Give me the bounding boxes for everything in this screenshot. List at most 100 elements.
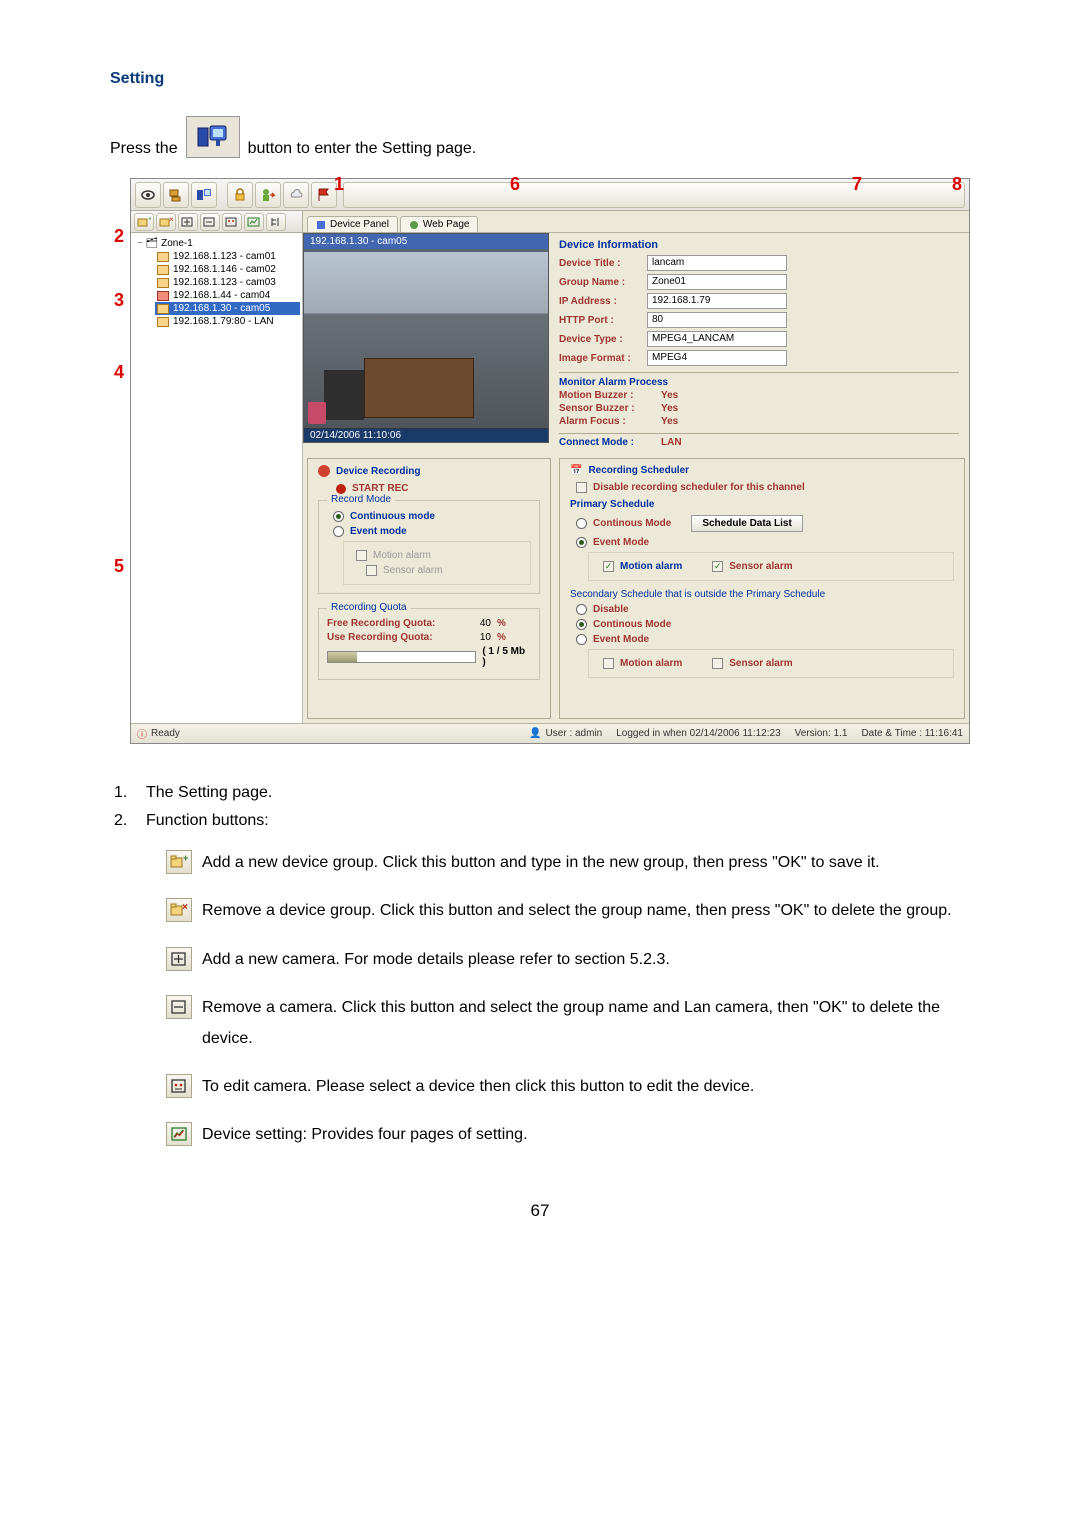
tree-item[interactable]: 192.168.1.123 - cam01 bbox=[155, 250, 300, 263]
record-dot-icon bbox=[336, 484, 346, 494]
connect-mode-label: Connect Mode : bbox=[559, 437, 661, 448]
tree-item-label: 192.168.1.79:80 - LAN bbox=[173, 316, 274, 327]
quota-bar-text: ( 1 / 5 Mb ) bbox=[482, 646, 531, 668]
device-information-panel: Device Information Device Title :lancam … bbox=[549, 233, 969, 454]
fn-text: Add a new camera. For mode details pleas… bbox=[202, 945, 970, 975]
continuous-mode-radio[interactable]: Continuous mode bbox=[333, 511, 531, 522]
device-panel-tab-icon bbox=[316, 220, 326, 230]
group-name-field[interactable]: Zone01 bbox=[647, 274, 787, 290]
status-ready: ⓘReady bbox=[137, 726, 180, 741]
setting-icon[interactable] bbox=[191, 182, 217, 208]
use-quota-label: Use Recording Quota: bbox=[327, 632, 455, 643]
tree-item[interactable]: 192.168.1.30 - cam05 bbox=[155, 302, 300, 315]
svg-text:+: + bbox=[183, 854, 188, 863]
tree-toggle-icon[interactable] bbox=[266, 213, 286, 231]
tree-item[interactable]: 192.168.1.44 - cam04 bbox=[155, 289, 300, 302]
camera-list-icon[interactable] bbox=[163, 182, 189, 208]
tree-root[interactable]: 🗂 Zone-1 192.168.1.123 - cam01 192.168.1… bbox=[133, 237, 300, 328]
edit-camera-icon[interactable] bbox=[222, 213, 242, 231]
camera-icon bbox=[157, 265, 169, 275]
motion-buzzer-label: Motion Buzzer : bbox=[559, 390, 661, 401]
fn-text: Add a new device group. Click this butto… bbox=[202, 848, 970, 878]
scheduler-icon: 📅 bbox=[570, 465, 582, 476]
type-label: Device Type : bbox=[559, 334, 647, 345]
secondary-sensor-check[interactable]: Sensor alarm bbox=[712, 658, 792, 669]
tab-device-panel-label: Device Panel bbox=[330, 219, 389, 230]
event-mode-radio[interactable]: Event mode bbox=[333, 526, 531, 537]
port-field[interactable]: 80 bbox=[647, 312, 787, 328]
primary-sensor-check[interactable]: Sensor alarm bbox=[712, 561, 792, 572]
tree-item-label: 192.168.1.44 - cam04 bbox=[173, 290, 270, 301]
tree-item-label: 192.168.1.123 - cam01 bbox=[173, 251, 276, 262]
secondary-row: + × Device Panel Web Page bbox=[131, 211, 969, 233]
type-field[interactable]: MPEG4_LANCAM bbox=[647, 331, 787, 347]
fn-text: Remove a device group. Click this button… bbox=[202, 896, 970, 926]
list-item-2: Function buttons: bbox=[146, 812, 269, 830]
edit-camera-icon bbox=[166, 1074, 192, 1098]
primary-event-radio[interactable]: Event Mode bbox=[576, 537, 954, 548]
status-logged: Logged in when 02/14/2006 11:12:23 bbox=[616, 728, 780, 739]
red-marker-5: 5 bbox=[114, 556, 124, 577]
device-setting-icon[interactable] bbox=[244, 213, 264, 231]
eye-icon[interactable] bbox=[135, 182, 161, 208]
add-group-icon[interactable]: + bbox=[134, 213, 154, 231]
ip-field[interactable]: 192.168.1.79 bbox=[647, 293, 787, 309]
red-marker-3: 3 bbox=[114, 290, 124, 311]
secondary-motion-check[interactable]: Motion alarm bbox=[603, 658, 682, 669]
red-marker-4: 4 bbox=[114, 362, 124, 383]
fmt-label: Image Format : bbox=[559, 353, 647, 364]
list-number: 2. bbox=[110, 812, 146, 830]
connect-mode-value: LAN bbox=[661, 437, 682, 448]
primary-schedule-label: Primary Schedule bbox=[570, 499, 954, 510]
camera-icon bbox=[157, 291, 169, 301]
record-mode-group: Record Mode Continuous mode Event mode M… bbox=[318, 500, 540, 594]
use-quota-value: 10 bbox=[461, 632, 491, 643]
quota-bar bbox=[327, 651, 476, 663]
list-item-1: The Setting page. bbox=[146, 784, 272, 802]
app-window: + × Device Panel Web Page 🗂 Zone-1 19 bbox=[130, 178, 970, 744]
page-number: 67 bbox=[110, 1201, 970, 1221]
logout-icon[interactable] bbox=[255, 182, 281, 208]
tree-item[interactable]: 192.168.1.79:80 - LAN bbox=[155, 315, 300, 328]
primary-motion-check[interactable]: Motion alarm bbox=[603, 561, 682, 572]
device-info-title: Device Information bbox=[559, 239, 959, 251]
tree-item-label: 192.168.1.123 - cam03 bbox=[173, 277, 276, 288]
lower-panels: Device Recording START REC Record Mode C… bbox=[303, 454, 969, 723]
secondary-event-radio[interactable]: Event Mode bbox=[576, 634, 954, 645]
secondary-continuous-radio[interactable]: Continous Mode bbox=[576, 619, 954, 630]
lock-icon[interactable] bbox=[227, 182, 253, 208]
start-rec-button[interactable]: START REC bbox=[336, 483, 540, 494]
fmt-field[interactable]: MPEG4 bbox=[647, 350, 787, 366]
add-camera-icon[interactable] bbox=[178, 213, 198, 231]
intro-line: Press the button to enter the Setting pa… bbox=[110, 116, 970, 158]
screenshot-figure: 1 6 7 8 2 3 4 5 + × bbox=[110, 178, 970, 744]
tab-device-panel[interactable]: Device Panel bbox=[307, 216, 398, 232]
device-tree[interactable]: 🗂 Zone-1 192.168.1.123 - cam01 192.168.1… bbox=[131, 233, 303, 723]
motion-buzzer-value: Yes bbox=[661, 390, 678, 401]
pct-label: % bbox=[497, 618, 506, 629]
fn-text: Remove a camera. Click this button and s… bbox=[202, 993, 970, 1054]
secondary-disable-radio[interactable]: Disable bbox=[576, 604, 954, 615]
intro-after: button to enter the Setting page. bbox=[248, 140, 477, 158]
add-group-icon: + bbox=[166, 850, 192, 874]
remove-camera-icon[interactable] bbox=[200, 213, 220, 231]
tab-bar: Device Panel Web Page bbox=[303, 211, 969, 233]
cloud-icon[interactable] bbox=[283, 182, 309, 208]
intro-before: Press the bbox=[110, 140, 178, 158]
fn-text: To edit camera. Please select a device t… bbox=[202, 1072, 970, 1102]
toolbar-spacer bbox=[343, 182, 965, 208]
schedule-data-list-button[interactable]: Schedule Data List bbox=[691, 515, 802, 532]
sensor-buzzer-value: Yes bbox=[661, 403, 678, 414]
alarm-focus-label: Alarm Focus : bbox=[559, 416, 661, 427]
remove-group-icon[interactable]: × bbox=[156, 213, 176, 231]
alarm-title: Monitor Alarm Process bbox=[559, 372, 959, 388]
status-version: Version: 1.1 bbox=[795, 728, 848, 739]
tree-item[interactable]: 192.168.1.146 - cam02 bbox=[155, 263, 300, 276]
section-heading: Setting bbox=[110, 70, 970, 88]
tree-item[interactable]: 192.168.1.123 - cam03 bbox=[155, 276, 300, 289]
device-title-field[interactable]: lancam bbox=[647, 255, 787, 271]
remove-group-icon: × bbox=[166, 898, 192, 922]
primary-continuous-radio[interactable]: Continous Mode bbox=[576, 518, 671, 529]
disable-scheduler-check[interactable]: Disable recording scheduler for this cha… bbox=[576, 482, 954, 493]
tab-web-page[interactable]: Web Page bbox=[400, 216, 479, 232]
